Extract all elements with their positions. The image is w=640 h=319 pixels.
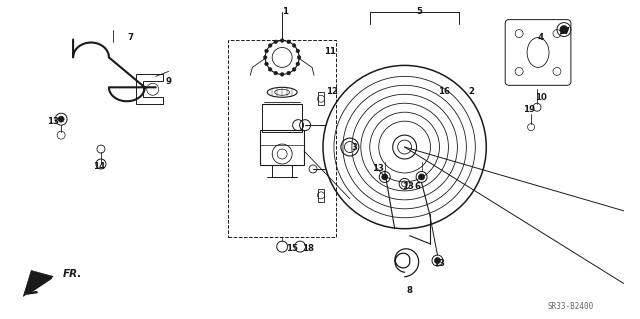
Text: 4: 4 <box>538 33 544 42</box>
Circle shape <box>435 257 440 263</box>
Text: 16: 16 <box>438 87 451 96</box>
Text: 18: 18 <box>302 244 314 253</box>
Bar <box>262 104 302 132</box>
Circle shape <box>560 26 568 33</box>
Text: 5: 5 <box>417 7 422 16</box>
Circle shape <box>280 73 284 76</box>
Text: 14: 14 <box>93 162 105 172</box>
Circle shape <box>419 174 424 180</box>
Text: 6: 6 <box>415 182 420 191</box>
Bar <box>260 130 304 165</box>
Text: 13: 13 <box>47 117 59 126</box>
Circle shape <box>268 44 272 47</box>
Text: 7: 7 <box>128 33 134 42</box>
Text: 13: 13 <box>402 182 413 191</box>
Text: FR.: FR. <box>63 270 83 279</box>
Circle shape <box>58 116 64 122</box>
Text: 13: 13 <box>433 259 445 268</box>
Circle shape <box>274 71 278 75</box>
Text: 10: 10 <box>535 93 547 102</box>
Circle shape <box>280 39 284 42</box>
Polygon shape <box>23 271 53 296</box>
Text: 9: 9 <box>166 77 172 86</box>
Circle shape <box>296 49 300 53</box>
Circle shape <box>264 56 267 59</box>
Text: 17: 17 <box>558 27 570 36</box>
Circle shape <box>265 62 268 66</box>
Circle shape <box>274 40 278 44</box>
Text: 8: 8 <box>406 286 413 295</box>
Circle shape <box>292 68 296 71</box>
Circle shape <box>381 174 388 180</box>
Text: 13: 13 <box>372 165 384 174</box>
Text: 19: 19 <box>523 105 535 114</box>
Circle shape <box>265 49 268 53</box>
Circle shape <box>292 44 296 47</box>
Circle shape <box>287 40 291 44</box>
Circle shape <box>296 62 300 66</box>
Text: 2: 2 <box>468 87 474 96</box>
Circle shape <box>287 71 291 75</box>
Text: SR33-B2400: SR33-B2400 <box>548 302 594 311</box>
Text: 12: 12 <box>326 87 338 96</box>
Text: 3: 3 <box>352 143 358 152</box>
Circle shape <box>298 56 301 59</box>
Circle shape <box>268 68 272 71</box>
Text: 15: 15 <box>286 244 298 253</box>
Text: 1: 1 <box>282 7 288 16</box>
Text: 11: 11 <box>324 47 336 56</box>
